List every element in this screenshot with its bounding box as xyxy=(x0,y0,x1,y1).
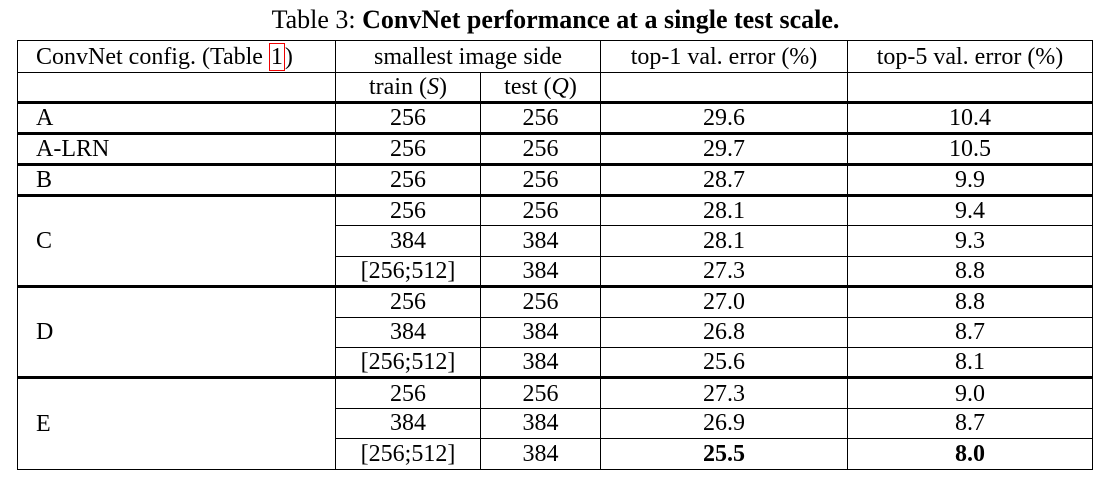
test-cell: 256 xyxy=(480,193,601,227)
row: 384 384 26.9 8.7 xyxy=(18,407,1093,440)
test-cell: 256 xyxy=(480,163,601,196)
train-cell: [256;512] xyxy=(335,438,481,470)
top5-cell: 8.8 xyxy=(847,255,1093,288)
top5-cell: 8.7 xyxy=(847,407,1093,440)
train-cell: 256 xyxy=(335,101,481,134)
caption-title: ConvNet performance at a single test sca… xyxy=(362,5,840,34)
top5-cell: 9.4 xyxy=(847,193,1093,227)
config: E xyxy=(17,376,336,470)
top5-cell: 10.4 xyxy=(847,101,1093,134)
train-cell: 256 xyxy=(335,193,481,227)
test-cell: 256 xyxy=(480,376,601,409)
caption: Table 3: ConvNet performance at a single… xyxy=(0,4,1111,36)
train-cell: 256 xyxy=(335,285,481,318)
row: [256;512] 384 25.5 8.0 xyxy=(18,438,1093,470)
row: E 256 256 27.3 9.0 xyxy=(17,376,1093,470)
test-cell: 384 xyxy=(480,316,601,348)
top1-cell: 28.1 xyxy=(600,193,848,227)
top5-cell: 9.3 xyxy=(847,225,1093,257)
test-cell: 384 xyxy=(480,225,601,257)
test-cell: 384 xyxy=(480,407,601,440)
empty-cell xyxy=(847,72,1093,103)
row: D 256 256 27.0 8.8 xyxy=(17,285,1093,379)
top1-cell: 25.6 xyxy=(600,346,848,379)
top5-cell: 10.5 xyxy=(847,132,1093,165)
train-cell: 256 xyxy=(335,132,481,165)
top5-cell: 9.0 xyxy=(847,376,1093,409)
results-table: ConvNet config. (Table 1) smallest image… xyxy=(17,40,1093,470)
row: A-LRN 256 256 29.7 10.5 xyxy=(17,132,1093,165)
train-cell: 256 xyxy=(335,163,481,196)
train-cell: 384 xyxy=(335,225,481,257)
test-cell: 384 xyxy=(480,255,601,288)
text: ) xyxy=(568,74,577,100)
text: ConvNet config. (Table xyxy=(36,43,269,70)
row: B 256 256 28.7 9.9 xyxy=(17,163,1093,196)
empty-cell xyxy=(600,72,848,103)
row: A 256 256 29.6 10.4 xyxy=(17,101,1093,134)
var: S xyxy=(426,74,439,100)
top1-cell: 28.7 xyxy=(600,163,848,196)
row: 384 384 28.1 9.3 xyxy=(18,225,1093,257)
text: train ( xyxy=(369,74,427,100)
top5-cell: 9.9 xyxy=(847,163,1093,196)
train-cell: [256;512] xyxy=(335,346,481,379)
config: C xyxy=(17,193,336,288)
top1-cell: 26.8 xyxy=(600,316,848,348)
top5-cell: 8.0 xyxy=(847,438,1093,470)
config: A-LRN xyxy=(17,132,336,165)
header-top5: top-5 val. error (%) xyxy=(847,40,1093,73)
empty-cell xyxy=(17,72,336,103)
text: ) xyxy=(438,74,447,100)
train-cell: 384 xyxy=(335,316,481,348)
config: B xyxy=(17,163,336,196)
header-config: ConvNet config. (Table 1) xyxy=(17,40,336,73)
top5-cell: 8.1 xyxy=(847,346,1093,379)
test-cell: 256 xyxy=(480,101,601,134)
test-cell: 384 xyxy=(480,438,601,470)
header-top1: top-1 val. error (%) xyxy=(600,40,848,73)
train-cell: [256;512] xyxy=(335,255,481,288)
header-train: train (S) xyxy=(335,72,481,103)
top1-cell: 27.3 xyxy=(600,376,848,409)
test-cell: 384 xyxy=(480,346,601,379)
config: D xyxy=(17,285,336,379)
top1-cell: 27.0 xyxy=(600,285,848,318)
header-test: test (Q) xyxy=(480,72,601,103)
top5-cell: 8.7 xyxy=(847,316,1093,348)
top1-cell: 25.5 xyxy=(600,438,848,470)
test-cell: 256 xyxy=(480,285,601,318)
header-side: smallest image side xyxy=(335,40,601,73)
top1-cell: 28.1 xyxy=(600,225,848,257)
top5-cell: 8.8 xyxy=(847,285,1093,318)
row: 384 384 26.8 8.7 xyxy=(18,316,1093,348)
train-cell: 384 xyxy=(335,407,481,440)
config: A xyxy=(17,101,336,134)
row: C 256 256 28.1 9.4 xyxy=(17,193,1093,288)
top1-cell: 29.7 xyxy=(600,132,848,165)
text: ) xyxy=(284,43,293,70)
caption-label: Table 3: xyxy=(271,5,356,34)
row: [256;512] 384 25.6 8.1 xyxy=(18,346,1093,379)
train-cell: 256 xyxy=(335,376,481,409)
test-cell: 256 xyxy=(480,132,601,165)
top1-cell: 27.3 xyxy=(600,255,848,288)
top1-cell: 26.9 xyxy=(600,407,848,440)
top1-cell: 29.6 xyxy=(600,101,848,134)
var: Q xyxy=(551,74,569,100)
table-link[interactable]: 1 xyxy=(268,42,285,71)
text: test ( xyxy=(504,74,552,100)
